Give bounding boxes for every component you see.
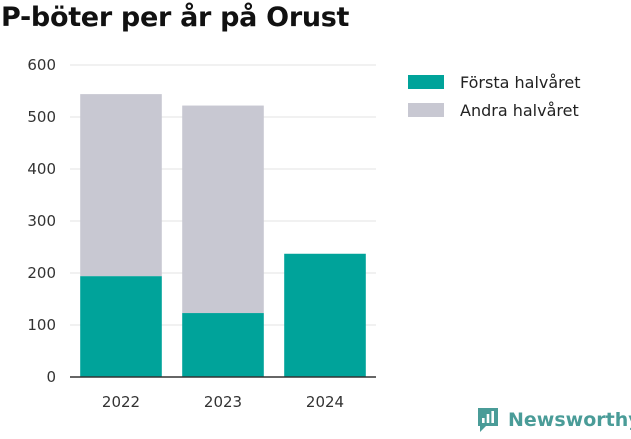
y-tick-label: 400 — [27, 160, 56, 178]
legend-item-forsta-halvaret: Första halvåret — [408, 68, 581, 96]
legend-label: Första halvåret — [460, 72, 581, 92]
y-tick-label: 200 — [27, 264, 56, 282]
x-tick-label: 2024 — [306, 393, 344, 411]
legend-label: Andra halvåret — [460, 100, 579, 120]
y-tick-label: 500 — [27, 108, 56, 126]
y-tick-label: 100 — [27, 316, 56, 334]
bar-2024 — [284, 253, 366, 377]
newsworthy-logo-icon — [478, 408, 498, 432]
x-tick-label: 2022 — [102, 393, 140, 411]
bar-2023 — [182, 313, 264, 377]
chart-title: P-böter per år på Orust — [1, 2, 350, 33]
bar-2022 — [80, 94, 162, 277]
y-tick-label: 600 — [27, 56, 56, 74]
y-tick-label: 0 — [46, 368, 56, 386]
brand-logo: Newsworthy — [476, 406, 631, 434]
legend-swatch — [408, 75, 444, 89]
bar-2023 — [182, 105, 264, 314]
brand-name: Newsworthy — [508, 409, 631, 431]
y-tick-label: 300 — [27, 212, 56, 230]
axes: 0 100 200 300 400 500 600 2022 2023 2024 — [27, 56, 376, 411]
legend-swatch — [408, 103, 444, 117]
legend: Första halvåret Andra halvåret — [408, 68, 581, 124]
x-tick-label: 2023 — [204, 393, 242, 411]
bars — [80, 94, 366, 377]
legend-item-andra-halvaret: Andra halvåret — [408, 96, 581, 124]
bar-2022 — [80, 276, 162, 377]
